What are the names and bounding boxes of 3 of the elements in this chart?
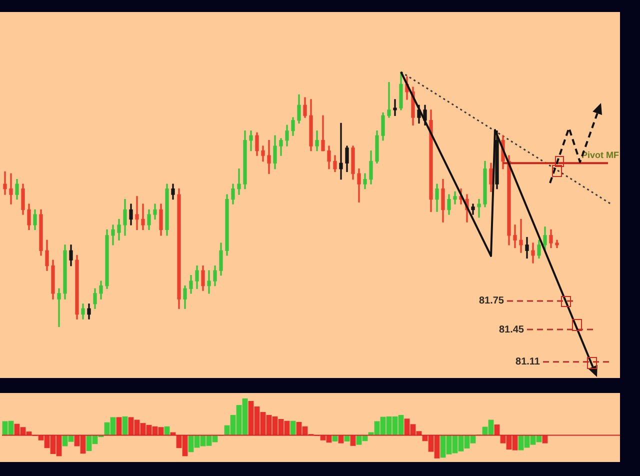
ref-line-label: 81.11	[516, 356, 540, 368]
ref-line-label: 81.75	[478, 296, 504, 307]
ref-line-label: 81.45	[498, 324, 524, 336]
